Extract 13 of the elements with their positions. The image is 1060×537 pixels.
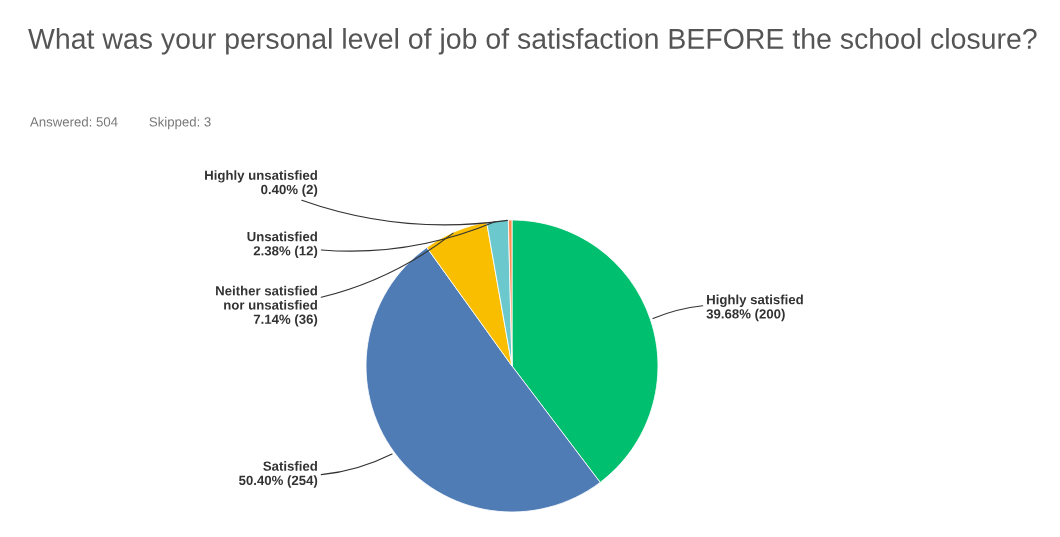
slice-label: Highly satisfied <box>707 294 803 307</box>
data-label: 2.38% (12) <box>253 245 318 259</box>
data-label: 50.40% (254) <box>239 475 318 488</box>
text: Answered: 504 <box>30 116 118 127</box>
slice-label: Highly unsatisfied <box>205 170 317 183</box>
chart-title: What was your personal level of job of satisfaction BEFORE the school closure? <box>28 28 1037 55</box>
slice-label: Neither satisfied nor unsatisfied <box>216 285 317 310</box>
data-label: 39.68% (200) <box>706 308 785 322</box>
text: Skipped: 3 <box>149 116 211 130</box>
data-label: 7.14% (36) <box>253 314 318 327</box>
slice-label: Unsatisfied <box>247 231 317 242</box>
slice-label: Satisfied <box>263 461 317 471</box>
data-label: 0.40% (2) <box>261 184 318 197</box>
